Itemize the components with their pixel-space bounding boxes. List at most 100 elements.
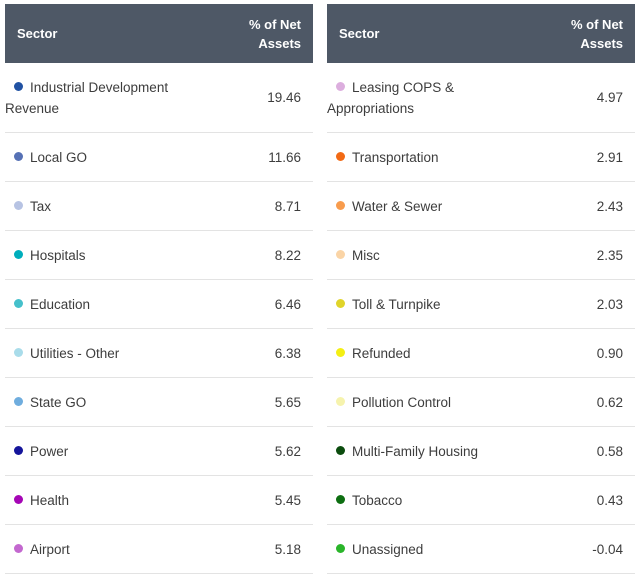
sector-name: Water & Sewer bbox=[352, 198, 443, 214]
percent-net-assets-value: 2.35 bbox=[596, 247, 623, 263]
sector-color-dot bbox=[336, 494, 345, 504]
table-row: Education 6.46 bbox=[5, 280, 313, 329]
sector-label-cell: Local GO bbox=[5, 147, 217, 168]
table-row: Utilities - Other 6.38 bbox=[5, 329, 313, 378]
sector-color-dot bbox=[336, 249, 345, 259]
sector-color-dot bbox=[14, 396, 23, 406]
sector-label-cell: Airport bbox=[5, 539, 217, 560]
sector-color-dot bbox=[336, 151, 345, 161]
sector-name: Power bbox=[30, 443, 69, 459]
sector-label-cell: Industrial Development Revenue bbox=[5, 77, 217, 119]
sector-name: Multi-Family Housing bbox=[352, 443, 479, 459]
percent-net-assets-value: 8.22 bbox=[274, 247, 301, 263]
percent-net-assets-value: 2.43 bbox=[596, 198, 623, 214]
sector-label-cell: Misc bbox=[327, 245, 539, 266]
table-row: Unassigned -0.04 bbox=[327, 525, 635, 574]
table-body: Industrial Development Revenue 19.46 Local… bbox=[5, 63, 313, 574]
table-body: Leasing COPS & Appropriations 4.97 Transpo… bbox=[327, 63, 635, 574]
table-header: Sector % of Net Assets bbox=[5, 4, 313, 63]
sector-color-dot bbox=[14, 151, 23, 161]
sector-label-cell: Toll & Turnpike bbox=[327, 294, 539, 315]
sector-name: Unassigned bbox=[352, 541, 424, 557]
sector-label-cell: Transportation bbox=[327, 147, 539, 168]
table-row: Airport 5.18 bbox=[5, 525, 313, 574]
sector-color-dot bbox=[14, 200, 23, 210]
sector-color-dot bbox=[14, 298, 23, 308]
sector-name: Hospitals bbox=[30, 247, 86, 263]
sector-name: Transportation bbox=[352, 149, 439, 165]
sector-color-dot bbox=[336, 81, 345, 91]
sector-color-dot bbox=[336, 543, 345, 553]
sector-column-header: Sector bbox=[17, 26, 58, 41]
sector-label-cell: Refunded bbox=[327, 343, 539, 364]
table-row: Misc 2.35 bbox=[327, 231, 635, 280]
table-row: Refunded 0.90 bbox=[327, 329, 635, 378]
sector-name: Leasing COPS & Appropriations bbox=[327, 79, 455, 116]
sector-color-dot bbox=[14, 347, 23, 357]
table-row: Toll & Turnpike 2.03 bbox=[327, 280, 635, 329]
sector-color-dot bbox=[14, 249, 23, 259]
sector-name: Airport bbox=[30, 541, 70, 557]
percent-net-assets-value: 0.58 bbox=[596, 443, 623, 459]
percent-net-assets-value: 5.65 bbox=[274, 394, 301, 410]
percent-net-assets-value: 2.91 bbox=[596, 149, 623, 165]
sector-color-dot bbox=[14, 445, 23, 455]
table-row: Industrial Development Revenue 19.46 bbox=[5, 63, 313, 133]
sector-name: Toll & Turnpike bbox=[352, 296, 441, 312]
sector-label-cell: Water & Sewer bbox=[327, 196, 539, 217]
table-row: Multi-Family Housing 0.58 bbox=[327, 427, 635, 476]
sector-label-cell: State GO bbox=[5, 392, 217, 413]
table-row: Tax 8.71 bbox=[5, 182, 313, 231]
sector-color-dot bbox=[336, 396, 345, 406]
sector-label-cell: Leasing COPS & Appropriations bbox=[327, 77, 539, 119]
percent-net-assets-value: 0.62 bbox=[596, 394, 623, 410]
table-row: Water & Sewer 2.43 bbox=[327, 182, 635, 231]
table-row: Tobacco 0.43 bbox=[327, 476, 635, 525]
sector-name: Tax bbox=[30, 198, 52, 214]
sector-name: Tobacco bbox=[352, 492, 403, 508]
sector-name: Education bbox=[30, 296, 91, 312]
sector-color-dot bbox=[336, 298, 345, 308]
percent-net-assets-value: 11.66 bbox=[268, 149, 301, 165]
sector-color-dot bbox=[14, 81, 23, 91]
net-assets-column-header: % of Net Assets bbox=[571, 16, 623, 51]
sector-label-cell: Tobacco bbox=[327, 490, 539, 511]
sector-label-cell: Tax bbox=[5, 196, 217, 217]
sector-name: Industrial Development Revenue bbox=[5, 79, 169, 116]
sector-label-cell: Power bbox=[5, 441, 217, 462]
sector-table-left: Sector % of Net Assets Industrial Develo… bbox=[5, 4, 313, 574]
net-assets-column-header: % of Net Assets bbox=[249, 16, 301, 51]
percent-net-assets-value: 5.18 bbox=[274, 541, 301, 557]
sector-name: Pollution Control bbox=[352, 394, 452, 410]
table-row: Transportation 2.91 bbox=[327, 133, 635, 182]
table-row: Health 5.45 bbox=[5, 476, 313, 525]
sector-name: Local GO bbox=[30, 149, 88, 165]
percent-net-assets-value: 6.46 bbox=[274, 296, 301, 312]
percent-net-assets-value: -0.04 bbox=[592, 541, 623, 557]
sector-label-cell: Utilities - Other bbox=[5, 343, 217, 364]
sector-label-cell: Unassigned bbox=[327, 539, 539, 560]
sector-color-dot bbox=[14, 494, 23, 504]
percent-net-assets-value: 0.90 bbox=[596, 345, 623, 361]
sector-name: Refunded bbox=[352, 345, 411, 361]
percent-net-assets-value: 5.45 bbox=[274, 492, 301, 508]
percent-net-assets-value: 6.38 bbox=[274, 345, 301, 361]
sector-table-right: Sector % of Net Assets Leasing COPS & Ap… bbox=[327, 4, 635, 574]
table-header: Sector % of Net Assets bbox=[327, 4, 635, 63]
table-row: Local GO 11.66 bbox=[5, 133, 313, 182]
sector-label-cell: Multi-Family Housing bbox=[327, 441, 539, 462]
sector-name: Utilities - Other bbox=[30, 345, 120, 361]
sector-name: State GO bbox=[30, 394, 87, 410]
sector-color-dot bbox=[336, 347, 345, 357]
sector-label-cell: Hospitals bbox=[5, 245, 217, 266]
sector-label-cell: Education bbox=[5, 294, 217, 315]
sector-name: Misc bbox=[352, 247, 380, 263]
percent-net-assets-value: 5.62 bbox=[274, 443, 301, 459]
table-row: State GO 5.65 bbox=[5, 378, 313, 427]
table-row: Pollution Control 0.62 bbox=[327, 378, 635, 427]
sector-color-dot bbox=[336, 200, 345, 210]
sector-label-cell: Health bbox=[5, 490, 217, 511]
percent-net-assets-value: 2.03 bbox=[596, 296, 623, 312]
percent-net-assets-value: 8.71 bbox=[274, 198, 301, 214]
table-row: Power 5.62 bbox=[5, 427, 313, 476]
